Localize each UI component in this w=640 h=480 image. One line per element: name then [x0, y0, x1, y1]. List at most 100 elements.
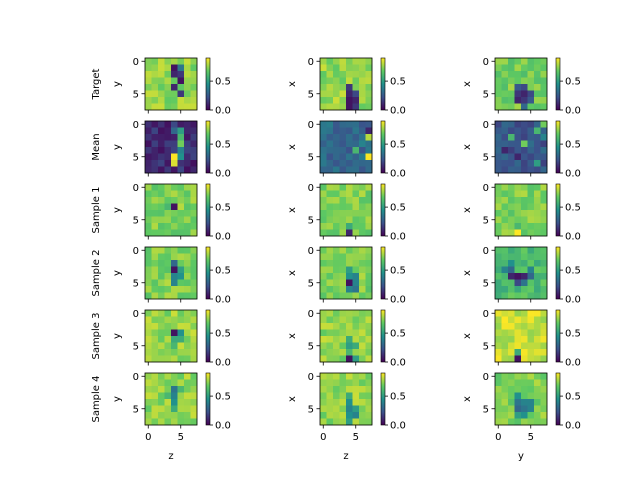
- y-tick-label: 0: [483, 309, 489, 320]
- heatmap-cell: [540, 355, 548, 363]
- heatmap-cell: [514, 316, 522, 324]
- y-tick-label: 5: [483, 278, 489, 289]
- heatmap-cell: [521, 310, 528, 317]
- heatmap-cell: [495, 412, 502, 419]
- colorbar: [380, 372, 386, 426]
- heatmap-cell: [184, 203, 191, 211]
- heatmap-cell: [365, 355, 373, 363]
- heatmap-cell: [320, 336, 327, 343]
- y-tick-label: 5: [308, 152, 314, 163]
- heatmap-cell: [177, 140, 185, 148]
- heatmap-cell: [190, 103, 198, 111]
- colorbar-tick-label: 0.5: [390, 203, 406, 214]
- heatmap-cell: [365, 229, 373, 237]
- heatmap-cell: [521, 210, 528, 217]
- heatmap-cell: [145, 260, 152, 267]
- x-axis-label: z: [343, 451, 348, 462]
- heatmap-cell: [527, 203, 535, 211]
- heatmap-cell: [184, 77, 191, 85]
- heatmap-cell: [164, 286, 172, 293]
- panel-frame: [144, 57, 198, 111]
- heatmap-cell: [158, 273, 165, 280]
- heatmap-cell: [326, 399, 334, 406]
- heatmap-cell: [158, 392, 165, 400]
- heatmap-cell: [359, 127, 366, 135]
- heatmap-cell: [164, 412, 172, 419]
- heatmap-cell: [521, 166, 528, 174]
- heatmap-cell: [508, 216, 515, 224]
- heatmap-cell: [508, 127, 515, 135]
- y-tick-label: 5: [133, 404, 139, 415]
- y-tick-label: 0: [308, 57, 314, 68]
- heatmap-cell: [145, 166, 152, 174]
- heatmap-cell: [495, 121, 502, 128]
- heatmap-cell: [508, 121, 515, 128]
- heatmap-cell: [339, 203, 347, 211]
- heatmap-cell: [320, 279, 327, 287]
- heatmap-cell: [540, 405, 548, 413]
- heatmap-cell: [184, 229, 191, 237]
- heatmap-cell: [339, 392, 347, 400]
- heatmap-cell: [359, 323, 366, 330]
- heatmap-cell: [540, 190, 548, 198]
- heatmap-cell: [151, 160, 159, 167]
- heatmap-cell: [151, 418, 159, 426]
- heatmap-cell: [534, 349, 541, 356]
- heatmap-cell: [164, 316, 172, 324]
- heatmap-cell: [508, 90, 515, 98]
- heatmap-cell: [151, 405, 159, 413]
- heatmap-cell: [333, 349, 340, 356]
- heatmap-cell: [326, 273, 334, 280]
- heatmap-cell: [352, 379, 360, 387]
- heatmap-cell: [171, 127, 178, 135]
- heatmap-cell: [534, 329, 541, 337]
- heatmap-cell: [333, 127, 340, 135]
- heatmap-cell: [521, 379, 528, 387]
- heatmap-cell: [534, 273, 541, 280]
- panel-r5-c0: 0 5 0 5 y z 0.0 0.5: [112, 372, 231, 462]
- heatmap-cell: [171, 342, 178, 350]
- heatmap-cell: [527, 273, 535, 280]
- y-axis-label: x: [462, 333, 473, 339]
- heatmap-cell: [352, 260, 360, 267]
- heatmap-cell: [527, 84, 535, 91]
- heatmap-cell: [177, 355, 185, 363]
- heatmap-cell: [158, 379, 165, 387]
- heatmap-cell: [495, 203, 502, 211]
- heatmap-cell: [164, 418, 172, 426]
- heatmap-cell: [527, 121, 535, 128]
- heatmap-cell: [151, 223, 159, 230]
- heatmap-cell: [534, 412, 541, 419]
- heatmap-cell: [158, 386, 165, 393]
- panel-r4-c2: 0 5 x 0.0 0.5: [462, 309, 581, 369]
- heatmap-cell: [534, 336, 541, 343]
- heatmap-cell: [508, 71, 515, 78]
- colorbar-tick-label: 0.0: [390, 169, 406, 180]
- heatmap-cell: [177, 349, 185, 356]
- heatmap-cell: [171, 399, 178, 406]
- heatmap-cell: [346, 229, 353, 237]
- heatmap-cell: [158, 336, 165, 343]
- heatmap-cell: [359, 316, 366, 324]
- heatmap-cell: [326, 147, 334, 154]
- heatmap-cell: [352, 160, 360, 167]
- heatmap-cell: [333, 253, 340, 261]
- heatmap-cell: [365, 379, 373, 387]
- panel-r0-c2: 0 5 x 0.0 0.5: [462, 57, 581, 117]
- heatmap-cell: [158, 58, 165, 65]
- heatmap-cell: [514, 412, 522, 419]
- heatmap-cell: [508, 418, 515, 426]
- heatmap-cell: [346, 323, 353, 330]
- heatmap-cell: [521, 336, 528, 343]
- heatmap-cell: [501, 247, 509, 254]
- heatmap-cell: [346, 279, 353, 287]
- heatmap-cell: [339, 77, 347, 85]
- heatmap-cell: [540, 386, 548, 393]
- heatmap-cell: [540, 316, 548, 324]
- heatmap-cell: [190, 392, 198, 400]
- heatmap-cell: [527, 97, 535, 104]
- heatmap-cell: [145, 342, 152, 350]
- heatmap-cell: [365, 310, 373, 317]
- heatmap-cell: [151, 216, 159, 224]
- heatmap-cell: [527, 329, 535, 337]
